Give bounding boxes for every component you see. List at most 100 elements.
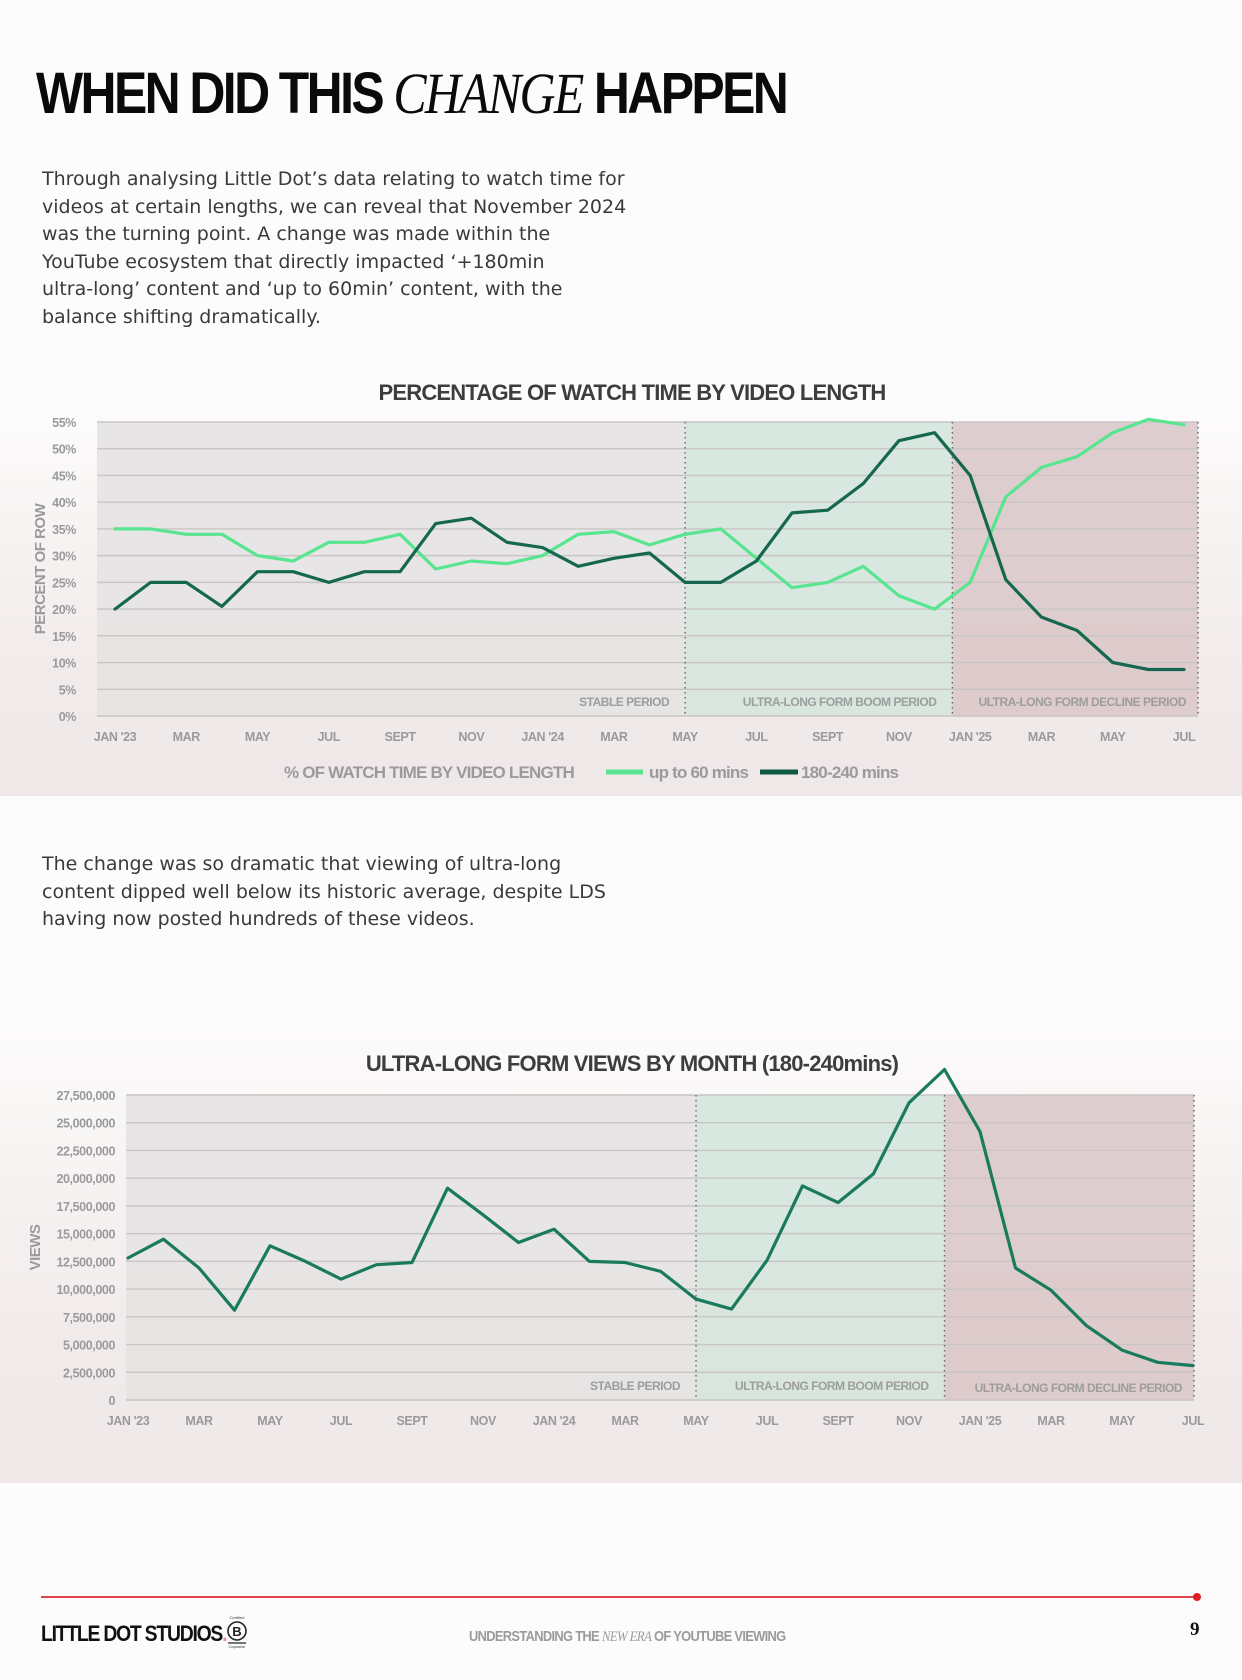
- x-tick-label: MAY: [1100, 730, 1126, 744]
- x-tick-label: NOV: [896, 1414, 923, 1428]
- page-number: 9: [1190, 1619, 1200, 1640]
- region-label: ULTRA-LONG FORM DECLINE PERIOD: [975, 1381, 1183, 1395]
- region-label: STABLE PERIOD: [579, 695, 670, 709]
- chart2-period-dividers: [695, 1095, 1195, 1400]
- y-tick-label: 15%: [52, 630, 76, 644]
- intro-line: YouTube ecosystem that directly impacted…: [42, 250, 545, 273]
- x-tick-label: MAR: [1028, 730, 1056, 744]
- footer-title-italic: NEW ERA: [601, 1629, 652, 1645]
- chart1-region-labels: STABLE PERIOD ULTRA-LONG FORM BOOM PERIOD…: [579, 695, 1187, 709]
- x-tick-label: NOV: [470, 1414, 497, 1428]
- chart1-y-ticks: 0% 5% 10% 15% 20% 25% 30% 35% 40% 45% 50% 55%: [52, 416, 77, 724]
- chart1-y-axis-title: PERCENT OF ROW: [32, 502, 49, 634]
- x-tick-label: MAY: [245, 730, 271, 744]
- y-tick-label: 17,500,000: [56, 1200, 115, 1214]
- y-tick-label: 20%: [52, 603, 76, 617]
- chart2-y-ticks: 0 2,500,000 5,000,000 7,500,000 10,000,000 12…: [56, 1089, 115, 1408]
- bcorp-bottom-text: Corporation: [229, 1645, 246, 1649]
- footer-title-part2: OF YOUTUBE VIEWING: [651, 1628, 786, 1645]
- y-tick-label: 25%: [52, 576, 76, 590]
- y-tick-label: 5%: [59, 683, 77, 697]
- x-tick-label: MAY: [683, 1414, 709, 1428]
- chart1-gridlines: [97, 421, 1198, 717]
- y-tick-label: 15,000,000: [56, 1228, 115, 1242]
- intro-line: Through analysing Little Dot’s data rela…: [42, 168, 625, 190]
- y-tick-label: 40%: [52, 496, 76, 510]
- x-tick-label: JAN '25: [959, 1414, 1002, 1428]
- region-2: [944, 1095, 1194, 1400]
- x-tick-label: SEPT: [385, 730, 417, 744]
- x-tick-label: MAR: [600, 730, 628, 744]
- ultra-long-views-chart: ULTRA-LONG FORM VIEWS BY MONTH (180-240m…: [27, 1051, 1206, 1428]
- chart1-regions: [97, 422, 1198, 716]
- outro-paragraph: The change was so dramatic that viewing …: [42, 851, 642, 934]
- chart2-regions: [126, 1095, 1194, 1400]
- chart1-legend: % OF WATCH TIME BY VIDEO LENGTH up to 60 …: [284, 763, 899, 782]
- brand-dot: .: [222, 1621, 227, 1646]
- x-tick-label: MAY: [1109, 1414, 1135, 1428]
- x-tick-label: JAN '24: [521, 730, 564, 744]
- outro-line: The change was so dramatic that viewing …: [42, 853, 562, 875]
- region-label: ULTRA-LONG FORM DECLINE PERIOD: [979, 695, 1187, 709]
- intro-line: ultra-long’ content and ‘up to 60min’ co…: [42, 278, 563, 300]
- chart1-series-lines: [113, 417, 1186, 672]
- region-1: [685, 422, 953, 716]
- x-tick-label: SEPT: [822, 1414, 854, 1428]
- y-tick-label: 22,500,000: [56, 1144, 115, 1158]
- y-tick-label: 10,000,000: [56, 1283, 115, 1297]
- x-tick-label: SEPT: [396, 1414, 428, 1428]
- x-tick-label: JAN '25: [949, 730, 992, 744]
- legend-label-up-to-60: up to 60 mins: [649, 763, 749, 782]
- chart2-y-axis-title: VIEWS: [27, 1224, 44, 1270]
- little-dot-studios-logo: LITTLE DOT STUDIOS.: [41, 1621, 227, 1647]
- y-tick-label: 45%: [52, 469, 76, 483]
- outro-line: content dipped well below its historic a…: [42, 880, 606, 903]
- y-tick-label: 5,000,000: [63, 1339, 115, 1353]
- x-tick-label: JAN '24: [533, 1414, 576, 1428]
- y-tick-label: 20,000,000: [56, 1172, 115, 1186]
- y-tick-label: 30%: [52, 550, 76, 564]
- y-tick-label: 0: [108, 1394, 115, 1408]
- legend-title: % OF WATCH TIME BY VIDEO LENGTH: [284, 763, 575, 782]
- x-tick-label: JUL: [756, 1414, 779, 1428]
- chart2-series-lines: [126, 1067, 1195, 1368]
- outro-line: having now posted hundreds of these vide…: [42, 908, 475, 930]
- series-line-1: [113, 431, 1186, 672]
- chart1-title: PERCENTAGE OF WATCH TIME BY VIDEO LENGTH: [378, 380, 885, 405]
- region-label: ULTRA-LONG FORM BOOM PERIOD: [743, 695, 937, 709]
- chart2-x-ticks: JAN '23 MAR MAY JUL SEPT NOV JAN '24 MAR MAY JUL S…: [107, 1414, 1206, 1428]
- region-label: ULTRA-LONG FORM BOOM PERIOD: [735, 1379, 929, 1393]
- footer-divider: [41, 1596, 1198, 1598]
- region-label: STABLE PERIOD: [590, 1379, 681, 1393]
- region-0: [97, 422, 686, 716]
- region-2: [952, 422, 1198, 716]
- y-tick-label: 50%: [52, 443, 76, 457]
- x-tick-label: JAN '23: [94, 730, 137, 744]
- footer-divider-dot: [1193, 1593, 1201, 1601]
- y-tick-label: 0%: [59, 710, 77, 724]
- x-tick-label: NOV: [886, 730, 913, 744]
- x-tick-label: SEPT: [812, 730, 844, 744]
- intro-line: videos at certain lengths, we can reveal…: [42, 195, 627, 218]
- chart2-gridlines: [126, 1094, 1194, 1401]
- x-tick-label: MAY: [672, 730, 698, 744]
- series-line-0: [113, 417, 1186, 611]
- y-tick-label: 12,500,000: [56, 1255, 115, 1269]
- bcorp-letter: B: [232, 1624, 241, 1639]
- bcorp-top-text: Certified: [230, 1615, 245, 1620]
- y-tick-label: 55%: [52, 416, 76, 430]
- y-tick-label: 35%: [52, 523, 76, 537]
- chart2-region-labels: STABLE PERIOD ULTRA-LONG FORM BOOM PERIOD…: [590, 1379, 1183, 1395]
- y-tick-label: 27,500,000: [56, 1089, 115, 1103]
- y-tick-label: 7,500,000: [63, 1311, 115, 1325]
- b-corp-certified-icon: Certified B Corporation: [227, 1615, 247, 1649]
- footer-title-part1: UNDERSTANDING THE: [469, 1628, 602, 1645]
- intro-line: was the turning point. A change was made…: [42, 223, 551, 245]
- y-tick-label: 10%: [52, 657, 76, 671]
- x-tick-label: JUL: [1182, 1414, 1205, 1428]
- footer-publication-title: UNDERSTANDING THE NEW ERA OF YOUTUBE VIE…: [469, 1628, 786, 1646]
- page-title-part2: HAPPEN: [582, 61, 789, 126]
- x-tick-label: MAY: [257, 1414, 283, 1428]
- y-tick-label: 2,500,000: [63, 1366, 115, 1380]
- x-tick-label: JUL: [330, 1414, 353, 1428]
